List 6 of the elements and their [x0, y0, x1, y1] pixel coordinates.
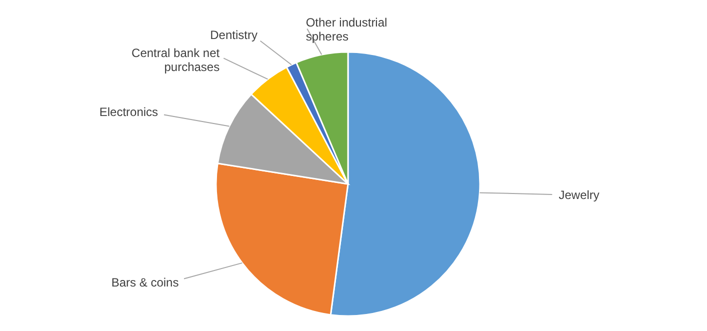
slice-label: Dentistry — [210, 28, 258, 42]
slice-label: Bars & coins — [111, 276, 179, 290]
slice-label: Other industrial spheres — [306, 15, 388, 44]
slice-label: Electronics — [99, 104, 158, 119]
slice-label: Central bank net purchases — [132, 46, 220, 74]
slice-label: Jewelry — [558, 188, 600, 202]
